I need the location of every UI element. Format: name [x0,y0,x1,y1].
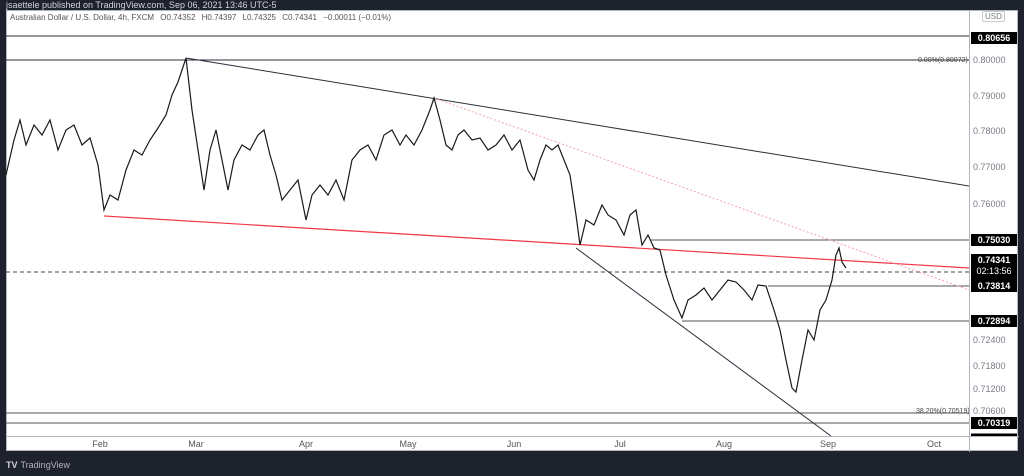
price-tick: 0.76000 [973,199,1006,209]
close-value: C0.74341 [282,13,317,22]
dotted-trendline [433,97,969,291]
price-tick: 0.70600 [973,406,1006,416]
price-tick: 0.80000 [973,55,1006,65]
price-scale[interactable]: USD 0.80000 0.79000 0.78000 0.77000 0.76… [969,10,1019,437]
support-trendline [103,215,969,269]
axis-corner [969,436,1019,452]
price-tick: 0.71800 [973,361,1006,371]
brand-name: TradingView [20,460,71,470]
time-label: Oct [926,439,942,449]
high-value: H0.74397 [201,13,237,22]
price-tag-073814: 0.73814 [971,280,1017,292]
symbol-legend: Australian Dollar / U.S. Dollar, 4h, FXC… [10,13,395,22]
open-value: O0.74352 [160,13,196,22]
time-label: Jul [614,439,626,449]
footer-brand[interactable]: TV TradingView [6,460,70,470]
resistance-trendline [185,57,969,187]
last-price-tag: 0.74341 02:13:56 [971,254,1017,280]
last-price-value: 0.74341 [977,255,1011,265]
tradingview-logo-icon: TV [6,460,18,470]
change-value: −0.00011 (−0.01%) [323,13,392,22]
time-label: Feb [92,439,108,449]
symbol-title: Australian Dollar / U.S. Dollar, 4h, FXC… [10,13,155,22]
time-label: Apr [298,439,314,449]
price-tag-top: 0.80656 [971,32,1017,44]
price-tag-075030: 0.75030 [971,234,1017,246]
currency-badge[interactable]: USD [982,11,1005,22]
time-label: Sep [819,439,837,449]
price-tag-cutoff [971,433,1017,437]
price-tag-070319: 0.70319 [971,417,1017,429]
publisher-header: jsaettele published on TradingView.com, … [6,0,277,10]
bar-countdown: 02:13:56 [976,266,1012,276]
time-axis[interactable]: Feb Mar Apr May Jun Jul Aug Sep Oct [6,436,969,452]
fib-0-label: 0.00%(0.80072) [918,57,968,64]
price-tick: 0.79000 [973,91,1006,101]
price-tick: 0.71200 [973,384,1006,394]
price-tick: 0.72400 [973,335,1006,345]
fib-38-label: 38.20%(0.70519) [916,408,970,415]
time-label: Aug [715,439,733,449]
chart-panel[interactable] [6,10,1018,451]
price-plot[interactable] [6,10,969,436]
price-tick: 0.77000 [973,162,1006,172]
time-label: Jun [506,439,522,449]
low-value: L0.74325 [242,13,276,22]
price-tag-072894: 0.72894 [971,315,1017,327]
time-label: Mar [188,439,204,449]
channel-trendline [575,247,832,436]
price-tick: 0.78000 [973,126,1006,136]
time-label: May [399,439,417,449]
price-series [6,57,847,394]
